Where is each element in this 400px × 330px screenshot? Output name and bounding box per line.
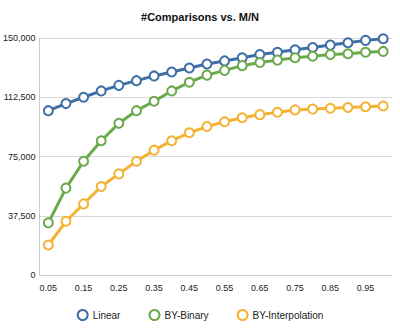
svg-text:Linear: Linear — [93, 310, 121, 321]
svg-text:0.55: 0.55 — [216, 283, 234, 293]
svg-text:0.85: 0.85 — [322, 283, 340, 293]
svg-text:0.45: 0.45 — [181, 283, 199, 293]
svg-text:0.75: 0.75 — [286, 283, 304, 293]
svg-text:0: 0 — [31, 270, 36, 280]
svg-text:BY-Binary: BY-Binary — [164, 310, 208, 321]
svg-text:75,000: 75,000 — [8, 152, 36, 162]
svg-text:0.05: 0.05 — [40, 283, 58, 293]
svg-text:0.15: 0.15 — [75, 283, 93, 293]
svg-text:BY-Interpolation: BY-Interpolation — [253, 310, 324, 321]
svg-text:#Comparisons vs. M/N: #Comparisons vs. M/N — [141, 11, 259, 23]
svg-text:112,500: 112,500 — [4, 92, 36, 102]
svg-text:0.65: 0.65 — [251, 283, 269, 293]
svg-text:37,500: 37,500 — [8, 211, 36, 221]
svg-text:0.95: 0.95 — [357, 283, 375, 293]
svg-text:0.25: 0.25 — [110, 283, 128, 293]
svg-text:0.35: 0.35 — [145, 283, 163, 293]
svg-text:150,000: 150,000 — [3, 33, 36, 43]
